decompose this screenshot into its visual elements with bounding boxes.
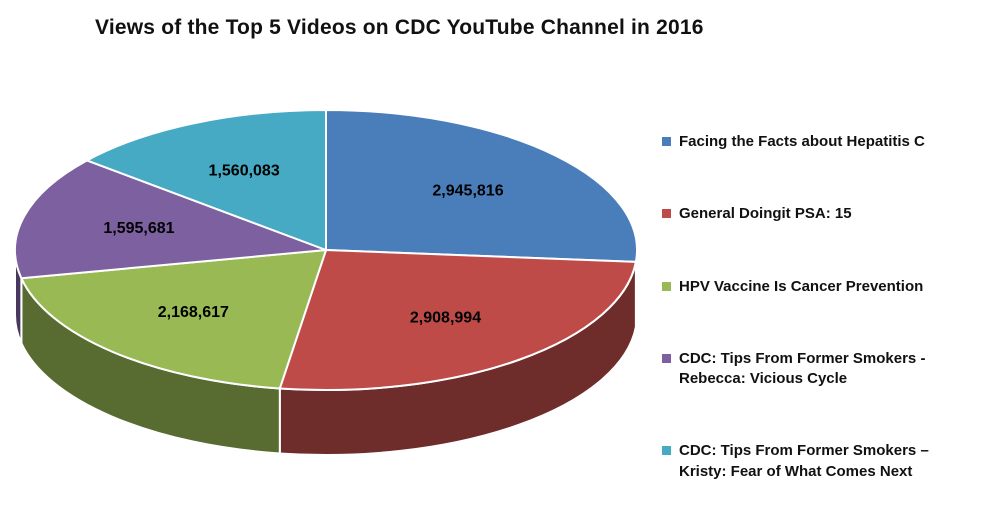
slice-value-label: 2,168,617 [158, 304, 229, 321]
legend-marker [662, 281, 671, 291]
legend-label: HPV Vaccine Is Cancer Prevention [679, 277, 924, 295]
pie-slice [325, 109, 638, 263]
legend-marker [662, 137, 671, 146]
slice-value-label: 2,908,994 [410, 309, 481, 326]
legend-item: CDC: Tips From Former Smokers – Kristy: … [662, 441, 970, 482]
legend-item: HPV Vaccine Is Cancer Prevention [662, 277, 970, 297]
chart-title: Views of the Top 5 Videos on CDC YouTube… [95, 16, 704, 39]
slice-value-label: 2,945,816 [432, 183, 503, 200]
legend-item: CDC: Tips From Former Smokers - Rebecca:… [662, 349, 970, 390]
legend-marker [662, 353, 671, 363]
legend-item: General Doingit PSA: 15 [662, 204, 970, 224]
pie-slice [85, 109, 327, 251]
pie-slice [278, 249, 637, 391]
legend-label: General Doingit PSA: 15 [679, 205, 852, 223]
legend-marker [662, 446, 671, 456]
legend-label: CDC: Tips From Former Smokers - Rebecca:… [679, 349, 926, 387]
pie-slice [20, 249, 327, 390]
legend-label: Facing the Facts about Hepatitis C [679, 133, 925, 150]
legend: Facing the Facts about Hepatitis C Gener… [662, 132, 970, 482]
slice-value-label: 1,595,681 [103, 220, 174, 237]
legend-label: CDC: Tips From Former Smokers – Kristy: … [679, 442, 929, 480]
pie-slice [14, 159, 327, 280]
legend-marker [662, 209, 671, 219]
slice-value-label: 1,560,083 [209, 163, 280, 180]
legend-item: Facing the Facts about Hepatitis C [662, 132, 970, 152]
